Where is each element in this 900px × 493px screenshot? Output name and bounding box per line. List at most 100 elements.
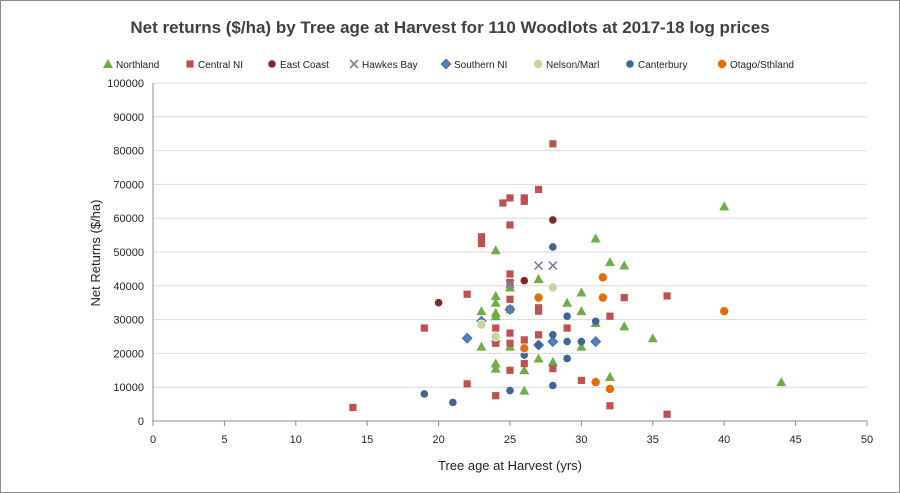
chart-legend: Northland Central NI East Coast Hawkes Bay S…: [103, 58, 794, 71]
data-point: [449, 398, 457, 407]
square-marker: [534, 185, 543, 194]
data-point: [506, 339, 514, 347]
legend-label: Central NI: [198, 60, 243, 71]
data-point: [534, 331, 543, 339]
legend-item: Canterbury: [626, 60, 687, 71]
data-point: [534, 341, 543, 349]
legend-marker: [440, 58, 452, 70]
x-tick-labels: 0 5 10 15 20 25 30 35 40 45 50: [150, 434, 873, 446]
data-point: [506, 278, 514, 287]
data-point: [490, 331, 501, 342]
square-marker: [506, 278, 514, 287]
data-point: [434, 298, 443, 307]
data-point: [505, 279, 515, 289]
data-point: [420, 390, 429, 398]
data-point: [591, 317, 600, 326]
square-marker: [534, 331, 543, 339]
legend-item: Hawkes Bay: [349, 59, 418, 71]
x-tick-label: 5: [221, 434, 227, 446]
x-tick-label: 35: [647, 434, 659, 446]
circle-marker: [719, 306, 730, 317]
triangle-marker: [490, 290, 501, 300]
data-point: [463, 380, 471, 388]
triangle-marker: [476, 341, 487, 351]
square-marker: [520, 197, 528, 205]
circle-marker: [434, 298, 443, 307]
circle-marker: [591, 317, 600, 326]
data-point: [492, 324, 500, 332]
series-canterbury: [420, 243, 600, 407]
series-hawkes-bay: [505, 260, 558, 289]
legend-marker: [186, 60, 194, 68]
data-point: [576, 287, 587, 297]
circle-marker: [626, 60, 634, 68]
square-marker: [477, 233, 486, 241]
square-marker: [620, 294, 628, 302]
data-point: [490, 297, 501, 307]
data-point: [604, 383, 615, 394]
y-tick-label: 80000: [113, 146, 144, 158]
data-points: [349, 140, 787, 418]
legend-label: Canterbury: [638, 60, 687, 71]
square-marker: [492, 339, 500, 347]
triangle-marker: [490, 311, 501, 321]
data-point: [549, 365, 557, 373]
data-point: [519, 385, 530, 395]
data-point: [506, 221, 514, 229]
data-point: [549, 216, 557, 224]
data-point: [519, 343, 530, 354]
triangle-marker: [103, 59, 113, 68]
data-point: [619, 260, 630, 270]
y-tick-label: 60000: [113, 213, 144, 225]
data-point: [597, 292, 608, 303]
data-point: [506, 329, 514, 337]
circle-marker: [597, 272, 608, 283]
square-marker: [420, 324, 428, 332]
triangle-marker: [490, 297, 501, 307]
data-point: [606, 402, 614, 410]
x-marker-stroke: [505, 279, 515, 289]
data-point: [576, 341, 587, 351]
legend-item: East Coast: [268, 60, 329, 71]
triangle-marker: [604, 257, 615, 267]
x-tick-label: 20: [432, 434, 444, 446]
data-point: [492, 339, 500, 347]
y-axis-label: Net Returns ($/ha): [88, 200, 103, 307]
legend-item: Northland: [103, 59, 159, 71]
circle-marker: [549, 381, 557, 390]
x-axis-label: Tree age at Harvest (yrs): [438, 458, 582, 473]
square-marker: [577, 376, 585, 385]
y-tick-labels: 0 10000 20000 30000 40000 50000 60000 70000 8000…: [107, 78, 144, 428]
legend-item: Central NI: [186, 60, 243, 71]
square-marker: [506, 194, 514, 202]
data-point: [577, 376, 585, 385]
data-point: [548, 260, 558, 271]
data-point: [533, 274, 544, 284]
y-tick-label: 30000: [113, 315, 144, 327]
x-marker-stroke: [548, 260, 558, 271]
y-tick-label: 0: [138, 416, 144, 428]
square-marker: [663, 410, 671, 418]
x-tick-label: 0: [150, 434, 156, 446]
x-tick-label: 30: [575, 434, 587, 446]
data-point: [620, 294, 628, 302]
circle-marker: [590, 377, 601, 388]
data-point: [477, 239, 486, 248]
data-point: [461, 332, 473, 344]
legend-label: Nelson/Marl: [546, 60, 599, 71]
circle-marker: [717, 59, 728, 70]
legend-label: Southern NI: [454, 60, 507, 71]
data-point: [534, 185, 543, 194]
square-marker: [492, 392, 500, 400]
square-marker: [463, 290, 471, 298]
y-tick-label: 40000: [113, 281, 144, 293]
data-point: [577, 337, 586, 346]
triangle-marker: [533, 353, 544, 363]
data-point: [420, 324, 428, 332]
triangle-marker: [519, 385, 530, 395]
data-point: [547, 356, 558, 366]
legend-marker: [349, 59, 359, 69]
data-point: [590, 233, 601, 243]
triangle-marker: [719, 201, 730, 211]
data-point: [562, 297, 573, 307]
